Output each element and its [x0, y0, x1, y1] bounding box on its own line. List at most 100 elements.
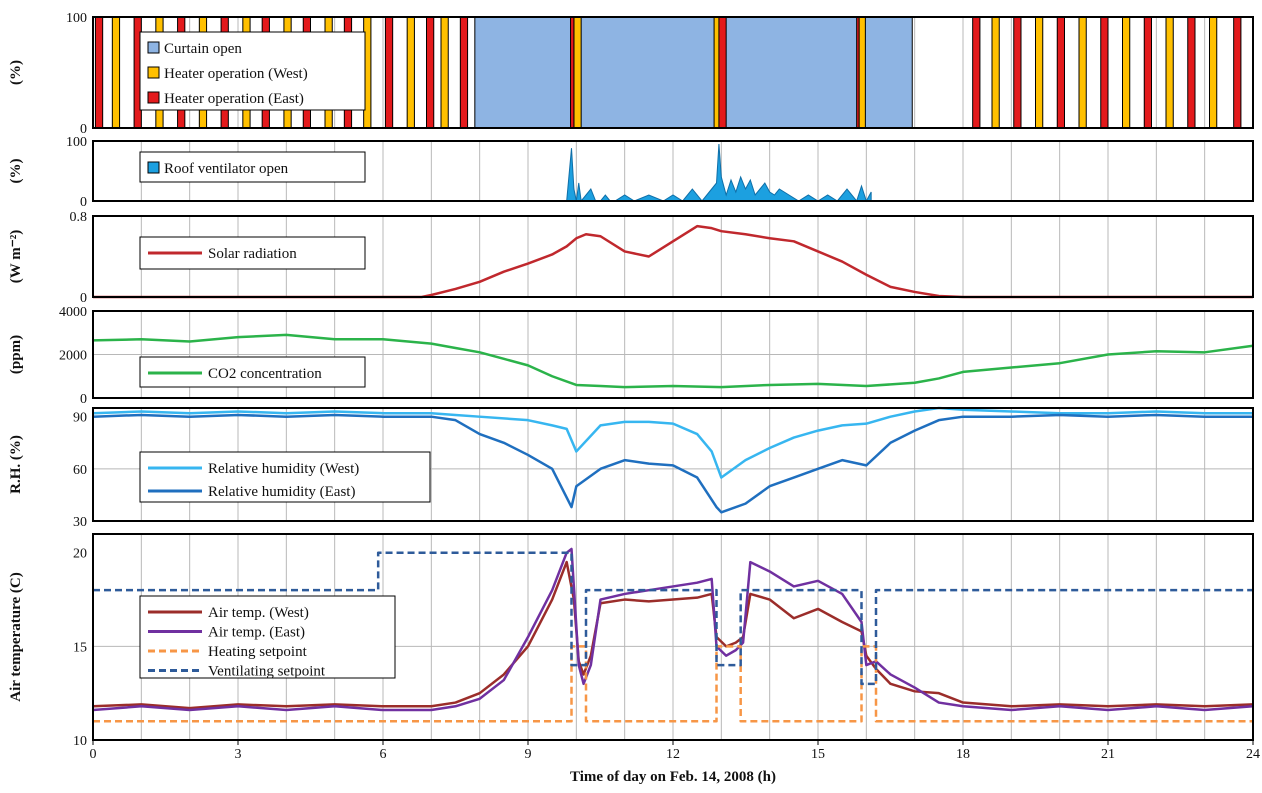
- y-tick-label: 10: [73, 734, 87, 749]
- series-line-heating-setpoint: [93, 645, 1253, 723]
- y-tick-label: 0: [80, 195, 87, 210]
- heater-east-bar: [384, 16, 394, 129]
- heater-east-bar: [856, 16, 860, 129]
- heater-west-bar: [1078, 16, 1087, 129]
- x-tick-label: 24: [1246, 747, 1260, 762]
- y-tick-label: 4000: [59, 305, 87, 320]
- series-line-solar-radiation: [93, 224, 1253, 299]
- heater-east-bar: [1233, 16, 1242, 129]
- x-tick-label: 3: [235, 747, 242, 762]
- legend-swatch: [147, 161, 160, 174]
- y-tick-label: 0: [80, 291, 87, 306]
- series-line-air-temp-west: [92, 560, 1254, 710]
- series-line-co2-concentration: [92, 333, 1254, 389]
- heater-east-bar: [1100, 16, 1109, 129]
- y-tick-label: 100: [66, 135, 87, 150]
- y-tick-label: 90: [73, 411, 87, 426]
- panel-0: 0 100 (%) Curtain open Heater operation (Wes…: [8, 11, 1254, 137]
- panel-1: 0 100 (%) Roof ventilator open: [8, 135, 1254, 210]
- legend-swatch: [147, 41, 160, 54]
- heater-east-bar: [459, 16, 469, 129]
- y-axis-label: (W m⁻²): [8, 230, 24, 283]
- legend: Curtain open Heater operation (West) Heate…: [139, 31, 366, 111]
- y-axis-label: Air temperature (C): [8, 572, 24, 701]
- y-tick-label: 20: [73, 547, 87, 562]
- heater-west-bar: [1122, 16, 1131, 129]
- x-tick-label: 21: [1101, 747, 1115, 762]
- heater-east-bar: [1143, 16, 1152, 129]
- heater-east-bar: [570, 16, 575, 129]
- y-axis-label: (%): [8, 159, 24, 184]
- y-tick-label: 30: [73, 515, 87, 530]
- y-tick-label: 15: [73, 640, 87, 655]
- plot-frame: [92, 407, 1254, 522]
- heater-west-bar: [858, 16, 866, 129]
- series-line-relative-humidity-west: [92, 406, 1253, 479]
- plot-frame: [92, 140, 1254, 202]
- roof-ventilator-area: [566, 143, 872, 203]
- heater-west-bar: [440, 16, 449, 129]
- heater-west-bar: [1035, 16, 1044, 129]
- y-tick-label: 60: [73, 463, 87, 478]
- legend: Relative humidity (West) Relative humidit…: [139, 451, 431, 503]
- series-line-relative-humidity-east: [92, 413, 1253, 514]
- x-axis-label: Time of day on Feb. 14, 2008 (h): [570, 769, 776, 785]
- x-tick-label: 0: [90, 747, 97, 762]
- heater-west-bar: [991, 16, 1000, 129]
- heater-west-bar: [406, 16, 415, 129]
- legend-label: Heater operation (East): [164, 91, 304, 107]
- heater-east-bar: [1013, 16, 1022, 129]
- plot-frame: [92, 16, 1254, 129]
- legend: CO2 concentration: [139, 356, 366, 388]
- legend-label: Roof ventilator open: [164, 161, 289, 177]
- plot-frame: [92, 310, 1254, 399]
- x-tick-label: 18: [956, 747, 970, 762]
- heater-east-bar: [426, 16, 435, 129]
- y-axis-label: R.H. (%): [8, 435, 24, 494]
- legend: Roof ventilator open: [139, 151, 366, 183]
- heater-east-bar: [1187, 16, 1196, 129]
- y-axis-label: (ppm): [8, 335, 24, 374]
- y-tick-label: 100: [66, 11, 87, 26]
- y-tick-label: 0: [80, 122, 87, 137]
- series-line-air-temp-east: [92, 547, 1254, 712]
- panel-5: 10 15 20 Air temperature (C) Air temp. (West…: [8, 533, 1254, 749]
- heater-west-bar: [1209, 16, 1218, 129]
- x-tick-label: 6: [380, 747, 387, 762]
- legend-label: Heating setpoint: [208, 644, 308, 660]
- legend: Solar radiation: [139, 236, 366, 270]
- curtain-open-bar: [474, 16, 913, 129]
- x-tick-label: 15: [811, 747, 825, 762]
- legend-label: Heater operation (West): [164, 66, 308, 82]
- heater-east-bar: [94, 16, 104, 129]
- heater-east-bar: [972, 16, 981, 129]
- y-tick-label: 0.8: [70, 210, 88, 225]
- legend-swatch: [147, 66, 160, 79]
- legend-label: Curtain open: [164, 41, 242, 57]
- heater-west-bar: [573, 16, 582, 129]
- x-tick-label: 9: [525, 747, 532, 762]
- legend-label: Relative humidity (East): [208, 484, 355, 500]
- legend-label: Air temp. (East): [208, 625, 305, 641]
- legend-box: [139, 451, 431, 503]
- panel-3: 0 2000 4000 (ppm) CO2 concentration: [8, 305, 1254, 407]
- legend-box: [139, 151, 366, 183]
- legend-label: CO2 concentration: [208, 366, 322, 382]
- legend-label: Air temp. (West): [208, 605, 309, 621]
- legend: Air temp. (West) Air temp. (East) Heating …: [139, 595, 396, 680]
- series-line-ventilating-setpoint: [93, 551, 1253, 686]
- heater-west-bar: [1165, 16, 1174, 129]
- legend-box: [139, 595, 396, 679]
- legend-label: Relative humidity (West): [208, 461, 359, 477]
- heater-east-bar: [1056, 16, 1065, 129]
- y-tick-label: 2000: [59, 349, 87, 364]
- legend-box: [139, 31, 366, 111]
- heater-west-bar: [111, 16, 121, 129]
- plot-frame: [92, 215, 1254, 298]
- y-axis-label: (%): [8, 60, 24, 85]
- heater-east-bar: [718, 16, 727, 129]
